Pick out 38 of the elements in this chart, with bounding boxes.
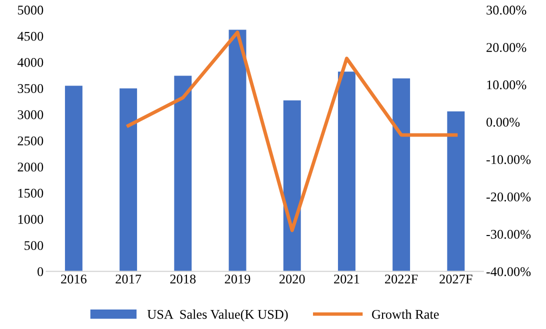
bar: [174, 76, 192, 272]
x-tick-label: 2022F: [385, 274, 418, 284]
x-tick-label: 2017: [116, 274, 142, 284]
y-tick-label: 1500: [18, 188, 44, 198]
y2-tick-label: -20.00%: [486, 192, 531, 202]
y-tick-label: 1000: [18, 214, 44, 224]
y-tick-label: 500: [24, 241, 44, 250]
x-tick-label: 2020: [279, 274, 305, 284]
legend-label: USA Sales Value(K USD): [147, 310, 288, 322]
y-tick-label: 3500: [18, 84, 44, 94]
bar: [64, 86, 82, 272]
bar: [228, 30, 246, 272]
y-tick-label: 4000: [18, 58, 44, 67]
y-tick-label: 4500: [18, 32, 44, 41]
y2-tick-label: 30.00%: [486, 6, 526, 15]
y-tick-label: 2000: [18, 162, 44, 172]
y2-tick-label: 0.00%: [486, 118, 520, 127]
x-tick-label: 2016: [61, 274, 87, 284]
bar: [120, 88, 138, 272]
bar: [338, 72, 356, 272]
legend-label: Growth Rate: [372, 310, 439, 319]
bar: [392, 78, 410, 272]
x-tick-label: 2021: [334, 274, 360, 284]
x-tick-label: 2018: [170, 274, 196, 284]
y-tick-label: 2500: [18, 136, 44, 146]
y2-tick-label: -40.00%: [486, 267, 531, 276]
y2-tick-label: 10.00%: [487, 80, 526, 90]
line-series: [126, 30, 458, 232]
y2-tick-label: 20.00%: [486, 43, 526, 52]
y2-tick-label: -30.00%: [486, 230, 531, 239]
y-tick-label: 5000: [18, 6, 44, 15]
y-tick-label: 3000: [18, 110, 44, 120]
y2-tick-label: -10.00%: [486, 155, 531, 164]
y-tick-label: 0: [38, 267, 44, 276]
x-tick-label: 2027F: [440, 274, 472, 284]
bar: [283, 100, 301, 272]
bar: [447, 111, 465, 272]
x-tick-label: 2019: [224, 274, 250, 284]
